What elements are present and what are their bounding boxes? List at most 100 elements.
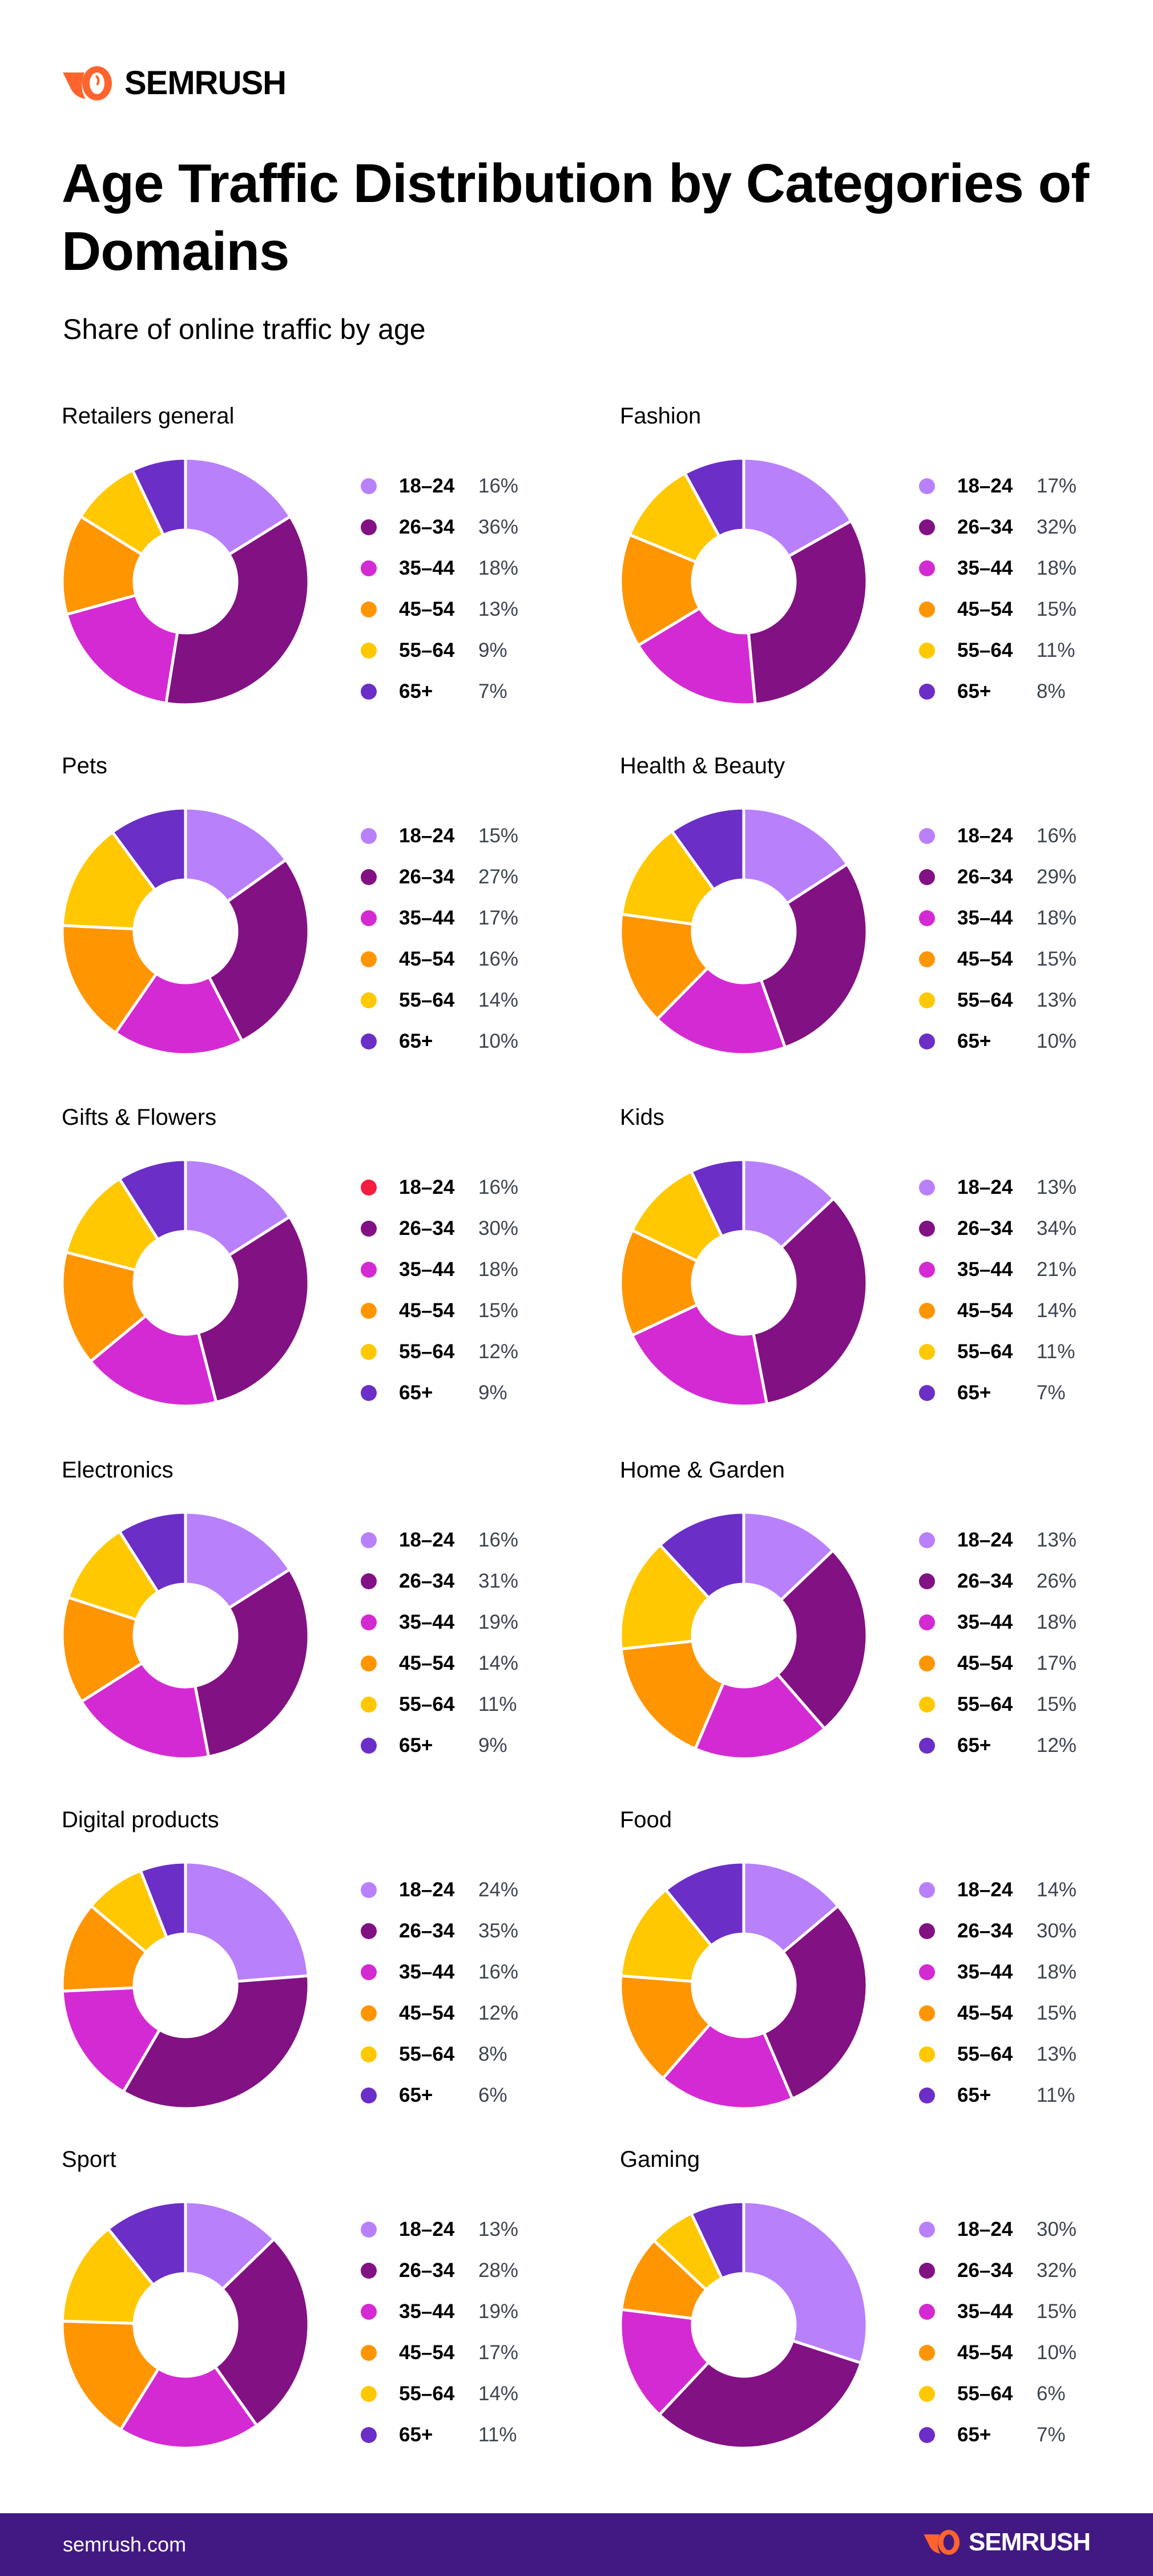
legend-dot xyxy=(361,1385,377,1401)
legend-item: 26–34 29% xyxy=(919,866,1102,889)
legend-item: 45–54 17% xyxy=(361,2341,543,2364)
donut-slice-26–34 xyxy=(193,1567,311,1759)
legend-dot xyxy=(919,2427,935,2443)
legend-percent: 30% xyxy=(478,1217,519,1239)
legend-dot xyxy=(361,560,377,576)
chart-title: Health & Beauty xyxy=(620,753,785,778)
legend-dot xyxy=(919,2345,935,2361)
legend-item: 18–24 30% xyxy=(919,2218,1102,2241)
legend-label: 35–44 xyxy=(399,1611,455,1633)
legend-item: 26–34 31% xyxy=(361,1570,543,1593)
donut-slice-45–54 xyxy=(619,1228,699,1338)
legend-label: 45–54 xyxy=(957,598,1013,620)
legend-percent: 36% xyxy=(478,516,519,538)
legend-label: 65+ xyxy=(399,1030,433,1052)
donut-slice-45–54 xyxy=(61,924,159,1035)
donut-slice-26–34 xyxy=(751,1196,869,1406)
legend-percent: 17% xyxy=(478,2341,519,2364)
legend-dot xyxy=(361,2005,377,2021)
legend-percent: 15% xyxy=(478,1299,519,1322)
legend-item: 18–24 16% xyxy=(919,825,1102,847)
donut-slice-26–34 xyxy=(213,2237,311,2428)
legend-percent: 7% xyxy=(1037,1382,1066,1404)
legend-item: 65+ 11% xyxy=(361,2424,543,2446)
legend-label: 18–24 xyxy=(399,2218,455,2240)
donut-slice-18–24 xyxy=(742,1158,836,1250)
donut-slice-35–44 xyxy=(636,606,757,706)
legend-item: 55–64 14% xyxy=(361,2383,543,2405)
legend-label: 35–44 xyxy=(957,907,1013,929)
legend-percent: 11% xyxy=(1037,2084,1075,2106)
legend-item: 26–34 32% xyxy=(919,516,1102,539)
legend-dot xyxy=(361,828,377,844)
legend-dot xyxy=(361,2088,377,2103)
legend-percent: 18% xyxy=(1037,557,1077,579)
legend-label: 18–24 xyxy=(399,1176,455,1198)
legend-item: 55–64 11% xyxy=(919,639,1102,662)
legend-percent: 13% xyxy=(1037,1176,1077,1198)
legend-label: 45–54 xyxy=(957,1652,1013,1674)
legend-item: 55–64 14% xyxy=(361,989,543,1012)
legend-label: 26–34 xyxy=(957,1217,1013,1239)
legend-percent: 16% xyxy=(478,948,519,970)
donut-chart xyxy=(619,2200,869,2450)
legend-dot xyxy=(361,1573,377,1589)
donut-slice-55–64 xyxy=(61,2227,156,2325)
legend-dot xyxy=(919,1532,935,1548)
chart-title: Gifts & Flowers xyxy=(62,1105,217,1130)
legend-item: 26–34 34% xyxy=(919,1217,1102,1240)
legend-item: 35–44 18% xyxy=(919,1961,1102,1984)
legend-percent: 15% xyxy=(1037,948,1077,970)
legend-label: 26–34 xyxy=(399,866,455,888)
legend-item: 18–24 17% xyxy=(919,475,1102,498)
donut-slice-55–64 xyxy=(630,1169,724,1263)
donut-slice-18–24 xyxy=(184,2200,276,2291)
legend-item: 55–64 13% xyxy=(919,2043,1102,2066)
legend-percent: 13% xyxy=(1037,1529,1077,1551)
legend-dot xyxy=(919,1656,935,1671)
chart-title: Food xyxy=(620,1807,672,1832)
legend-item: 35–44 17% xyxy=(361,907,543,930)
donut-slice-65+ xyxy=(117,1511,187,1594)
legend-item: 35–44 18% xyxy=(919,1611,1102,1634)
chart-title: Pets xyxy=(62,753,108,778)
chart-title: Fashion xyxy=(620,403,702,429)
legend-label: 18–24 xyxy=(399,825,455,847)
legend-percent: 19% xyxy=(478,1611,519,1633)
legend-percent: 15% xyxy=(1037,2002,1077,2024)
legend-label: 65+ xyxy=(399,1734,433,1757)
legend-dot xyxy=(361,2427,377,2443)
legend-dot xyxy=(919,2263,935,2279)
donut-chart xyxy=(61,1158,311,1408)
legend-item: 35–44 16% xyxy=(361,1961,543,1984)
legend-label: 65+ xyxy=(957,1030,991,1052)
legend-dot xyxy=(919,1385,935,1401)
legend-percent: 11% xyxy=(1037,1341,1075,1363)
donut-slice-35–44 xyxy=(655,966,787,1056)
donut-slice-18–24 xyxy=(184,1158,292,1258)
legend-label: 26–34 xyxy=(957,866,1013,888)
legend-label: 26–34 xyxy=(957,516,1013,538)
legend-item: 35–44 21% xyxy=(919,1258,1102,1281)
legend-dot xyxy=(361,2222,377,2238)
donut-slice-65+ xyxy=(683,457,745,539)
legend-label: 55–64 xyxy=(399,1693,455,1715)
legend-dot xyxy=(361,951,377,967)
footer-url[interactable]: semrush.com xyxy=(63,2533,187,2556)
legend-item: 65+ 9% xyxy=(361,1382,543,1404)
legend-percent: 26% xyxy=(1037,1570,1077,1592)
legend-percent: 10% xyxy=(1037,1030,1077,1052)
chart-title: Gaming xyxy=(620,2147,700,2172)
legend-item: 65+ 6% xyxy=(361,2084,543,2107)
legend-percent: 7% xyxy=(478,680,507,702)
donut-slice-45–54 xyxy=(619,912,710,1021)
legend-dot xyxy=(919,1614,935,1630)
donut-slice-45–54 xyxy=(61,1904,148,1993)
legend-dot xyxy=(361,2345,377,2361)
legend-dot xyxy=(919,828,935,844)
legend-dot xyxy=(361,1656,377,1671)
legend-percent: 8% xyxy=(1037,680,1066,702)
legend-dot xyxy=(919,2386,935,2402)
legend-percent: 7% xyxy=(1037,2424,1066,2446)
legend-item: 35–44 18% xyxy=(919,557,1102,580)
